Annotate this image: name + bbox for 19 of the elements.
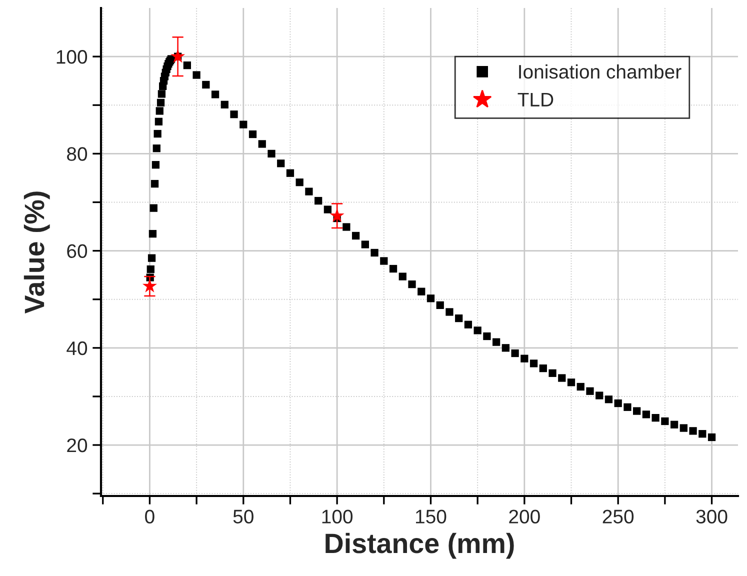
- y-tick-label: 60: [67, 244, 88, 258]
- y-axis-title: Value (%): [24, 192, 50, 314]
- legend-label: Ionisation chamber: [519, 64, 682, 79]
- x-tick-label: 150: [416, 510, 446, 524]
- x-tick-label: 250: [602, 510, 634, 524]
- point: [170, 48, 186, 63]
- x-tick-label: 300: [696, 510, 728, 524]
- x-tick-label: 100: [322, 510, 353, 524]
- y-tick-label: 80: [67, 147, 88, 161]
- y-tick-label: 20: [67, 438, 88, 452]
- x-tick-label: 200: [509, 510, 540, 524]
- y-tick-label: 100: [56, 50, 88, 64]
- x-axis-title: Distance (mm): [326, 532, 514, 559]
- y-tick-label: 40: [66, 341, 88, 356]
- x-tick-label: 0: [145, 510, 154, 524]
- point: [142, 278, 157, 292]
- x-tick-label: 50: [233, 510, 254, 524]
- legend-label: TLD: [518, 92, 554, 106]
- point: [330, 208, 344, 222]
